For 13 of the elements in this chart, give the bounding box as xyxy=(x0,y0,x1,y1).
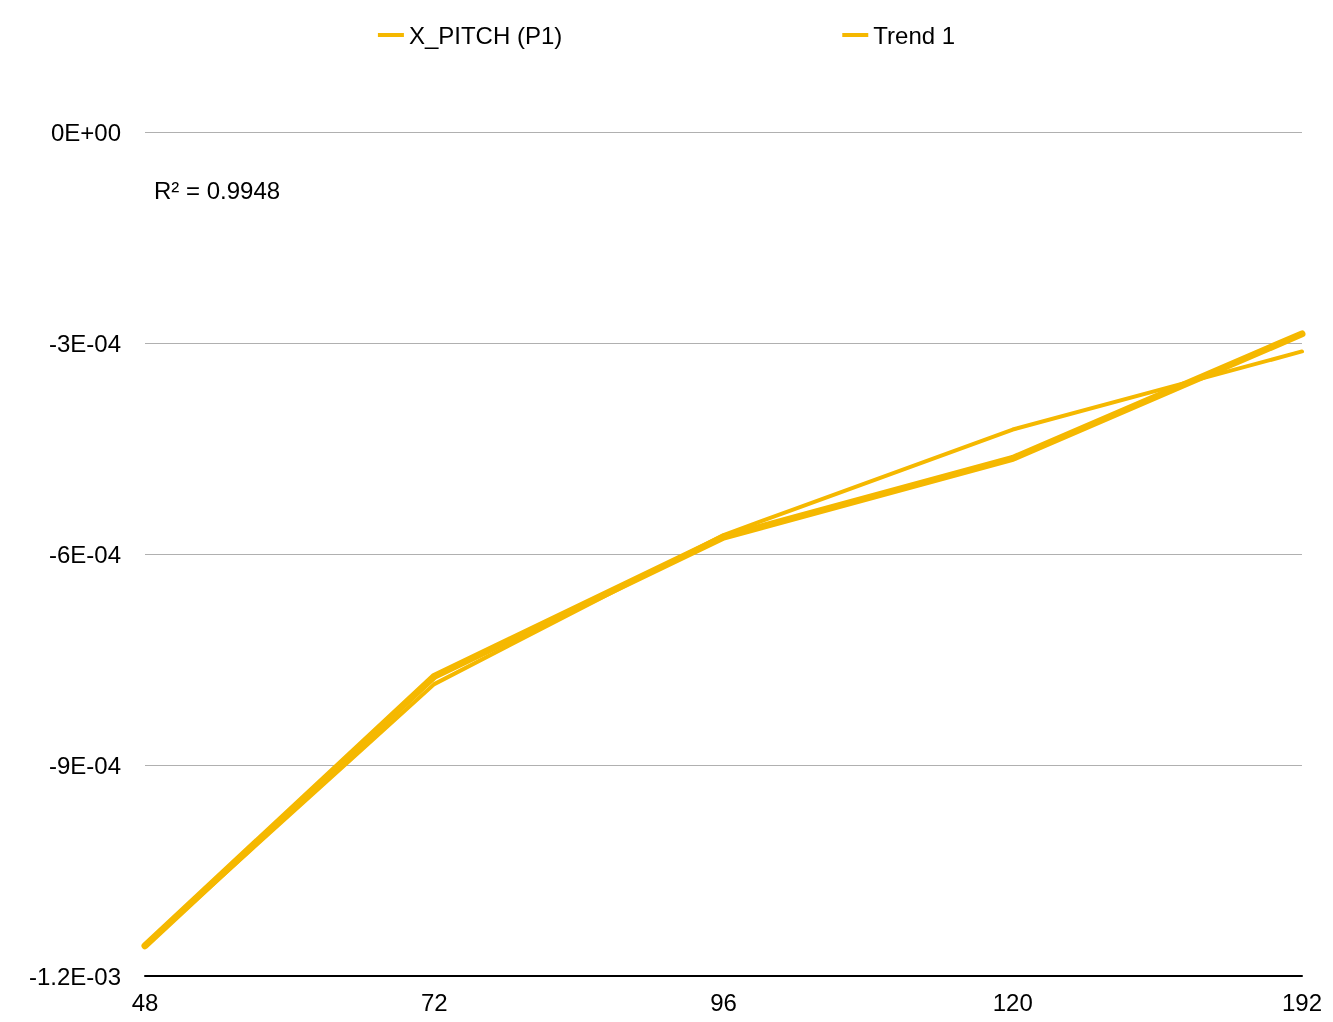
y-tick-label: -9E-04 xyxy=(48,751,121,779)
y-tick-label: -3E-04 xyxy=(48,329,121,357)
annotation: R² = 0.9948 xyxy=(154,176,281,204)
y-tick-label: 0E+00 xyxy=(50,118,121,146)
legend-label: X_PITCH (P1) xyxy=(408,21,563,49)
x-tick-label: 48 xyxy=(131,988,159,1016)
y-tick-label: -6E-04 xyxy=(48,540,121,568)
legend-label: Trend 1 xyxy=(873,21,956,49)
y-tick-label: -1.2E-03 xyxy=(28,962,121,990)
x-tick-label: 72 xyxy=(420,988,448,1016)
x-tick-label: 120 xyxy=(992,988,1033,1016)
x-tick-label: 192 xyxy=(1281,988,1322,1016)
x-tick-label: 96 xyxy=(710,988,737,1016)
